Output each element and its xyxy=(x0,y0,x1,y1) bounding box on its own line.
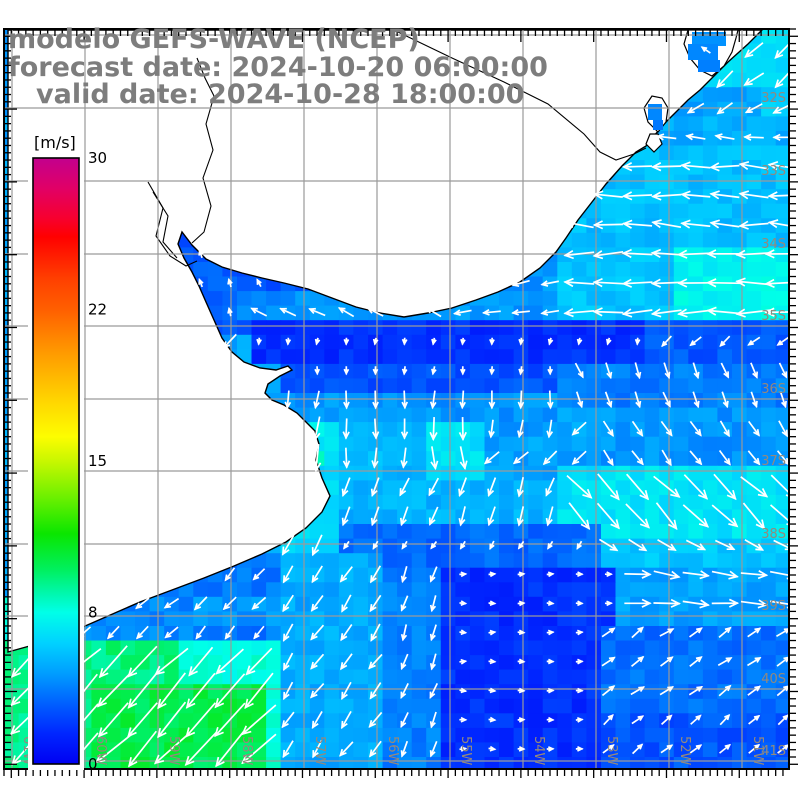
land-coastline-polygon xyxy=(7,29,764,653)
colorbar-gradient-bar xyxy=(32,157,80,765)
model-title: modelo GEFS-WAVE (NCEP) xyxy=(8,24,420,55)
svg-text:54W: 54W xyxy=(531,736,546,766)
svg-text:60W: 60W xyxy=(93,736,108,766)
svg-text:30: 30 xyxy=(88,149,107,167)
wave-direction-arrow-layer xyxy=(9,42,789,768)
svg-text:59W: 59W xyxy=(166,736,181,766)
valid-date-line: valid date: 2024-10-28 18:00:00 xyxy=(36,79,524,110)
svg-text:53W: 53W xyxy=(604,736,619,766)
svg-text:36S: 36S xyxy=(761,382,786,397)
colorbar-tick-labels: 30 22 15 8 0 xyxy=(88,149,107,773)
svg-text:56W: 56W xyxy=(385,736,400,766)
colorbar-panel: [m/s] 30 22 15 8 0 xyxy=(28,133,107,773)
svg-text:34S: 34S xyxy=(761,237,786,252)
svg-text:22: 22 xyxy=(88,301,107,319)
svg-text:8: 8 xyxy=(88,604,98,622)
svg-text:40S: 40S xyxy=(761,672,786,687)
river-lines xyxy=(147,31,647,267)
svg-text:37S: 37S xyxy=(761,454,786,469)
svg-text:38S: 38S xyxy=(761,527,786,542)
svg-text:58W: 58W xyxy=(239,736,254,766)
svg-text:15: 15 xyxy=(88,452,107,470)
svg-text:57W: 57W xyxy=(312,736,327,766)
svg-text:55W: 55W xyxy=(458,736,473,766)
map-frame-ticks xyxy=(3,28,798,778)
colorbar-unit-label: [m/s] xyxy=(34,133,76,152)
svg-text:41S: 41S xyxy=(761,744,786,759)
forecast-date-line: forecast date: 2024-10-20 06:00:00 xyxy=(8,52,548,83)
svg-text:32S: 32S xyxy=(761,91,786,106)
title-block: modelo GEFS-WAVE (NCEP) forecast date: 2… xyxy=(8,24,548,110)
svg-text:33S: 33S xyxy=(761,164,786,179)
lat-lon-gridlines xyxy=(4,29,789,769)
coastal-lagoons xyxy=(643,29,739,153)
svg-text:52W: 52W xyxy=(677,736,692,766)
svg-text:39S: 39S xyxy=(761,599,786,614)
svg-text:51W: 51W xyxy=(750,736,765,766)
svg-text:35S: 35S xyxy=(761,309,786,324)
svg-text:0: 0 xyxy=(88,755,98,773)
